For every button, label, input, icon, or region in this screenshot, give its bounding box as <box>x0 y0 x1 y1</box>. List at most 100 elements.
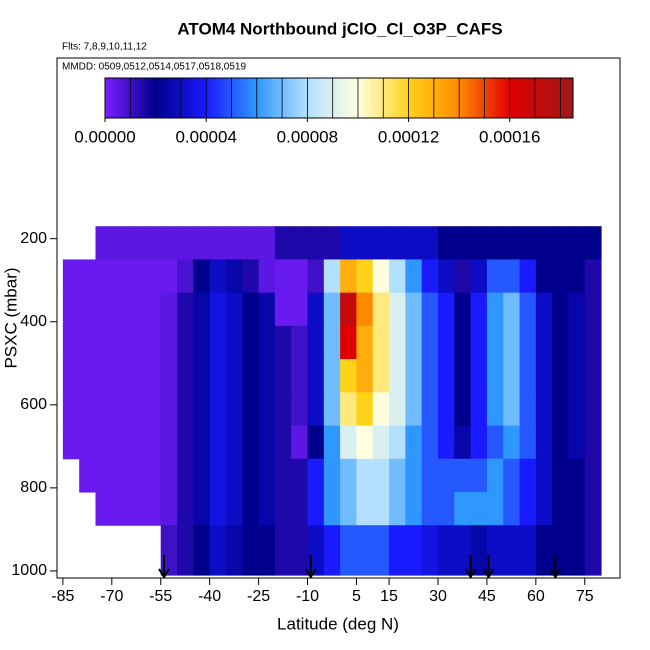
heatmap-cell <box>193 525 211 576</box>
heatmap-cell <box>535 492 553 526</box>
heatmap-cell <box>79 392 96 427</box>
heatmap-cell <box>111 359 129 393</box>
arrow <box>549 555 562 579</box>
heatmap-cell <box>454 392 472 427</box>
heatmap-cell <box>405 292 423 327</box>
heatmap-cell <box>519 425 537 460</box>
heatmap-cell <box>209 492 227 526</box>
heatmap-cell <box>258 325 276 360</box>
heatmap-cell <box>503 226 521 260</box>
heatmap-cell <box>225 492 243 526</box>
colorbar-tick-label: 0.00008 <box>277 127 338 146</box>
chart-subtitle: Flts: 7,8,9,10,11,12 <box>62 42 147 53</box>
heatmap-cell <box>111 292 129 327</box>
x-tick-label: -55 <box>149 588 172 605</box>
heatmap-cell <box>307 425 325 460</box>
heatmap-cell <box>372 359 390 393</box>
heatmap-cell <box>193 292 211 327</box>
heatmap-cell <box>503 425 521 460</box>
heatmap-cell <box>372 226 390 260</box>
heatmap-cell <box>193 425 211 460</box>
heatmap-cell <box>258 525 276 576</box>
heatmap-cell <box>421 292 439 327</box>
x-tick-label: 45 <box>478 588 496 605</box>
heatmap-cell <box>437 259 455 294</box>
heatmap-cell <box>274 292 292 327</box>
heatmap-cell <box>193 392 211 427</box>
heatmap-cell <box>274 525 292 576</box>
heatmap-cell <box>389 492 406 526</box>
heatmap-cell <box>552 292 569 327</box>
heatmap-cell <box>144 226 162 260</box>
heatmap-cell <box>209 458 227 493</box>
heatmap-cell <box>405 525 423 576</box>
heatmap-cell <box>62 392 80 427</box>
x-tick-label: -10 <box>296 588 319 605</box>
arrow <box>304 555 317 579</box>
heatmap-cell <box>372 458 390 493</box>
heatmap-cell <box>274 425 292 460</box>
heatmap-cell <box>584 259 602 294</box>
heatmap-cell <box>584 392 602 427</box>
colorbar-tick-label: 0.00004 <box>175 127 236 146</box>
heatmap-cell <box>405 458 423 493</box>
heatmap-cell <box>356 458 374 493</box>
heatmap-cell <box>144 492 162 526</box>
heatmap-cell <box>193 259 211 294</box>
heatmap-cell <box>535 359 553 393</box>
heatmap-cell <box>291 259 309 294</box>
heatmap-cell <box>421 392 439 427</box>
heatmap-cell <box>144 292 162 327</box>
colorbar-tick-label: 0.00012 <box>378 127 439 146</box>
arrow-head <box>158 568 170 579</box>
heatmap-cell <box>552 392 569 427</box>
y-tick-label: 200 <box>20 230 47 247</box>
x-tick-label: -85 <box>51 588 74 605</box>
heatmap-cell <box>486 226 504 260</box>
arrow-head <box>304 568 317 579</box>
arrow <box>464 555 477 579</box>
heatmap-cell <box>111 226 129 260</box>
x-tick-label: -70 <box>100 588 123 605</box>
arrow-head <box>464 568 477 579</box>
heatmap-cell <box>454 525 472 576</box>
heatmap-cell <box>503 292 521 327</box>
heatmap-cell <box>470 325 488 360</box>
heatmap-cell <box>470 259 488 294</box>
heatmap-cell <box>372 492 390 526</box>
heatmap-cell <box>225 359 243 393</box>
heatmap-cell <box>552 492 569 526</box>
heatmap-cell <box>437 292 455 327</box>
heatmap-cell <box>128 259 145 294</box>
heatmap-cell <box>95 492 113 526</box>
heatmap-cell <box>389 226 406 260</box>
heatmap-cell <box>519 259 537 294</box>
heatmap-cell <box>323 425 341 460</box>
heatmap-cell <box>111 425 129 460</box>
heatmap-cell <box>405 359 423 393</box>
heatmap-cell <box>95 425 113 460</box>
heatmap-cell <box>225 259 243 294</box>
heatmap-cell <box>95 325 113 360</box>
heatmap-cell <box>258 359 276 393</box>
heatmap-cell <box>584 525 602 576</box>
heatmap-cell <box>291 359 309 393</box>
heatmap-cell <box>291 458 309 493</box>
heatmap-cell <box>405 226 423 260</box>
heatmap-cell <box>291 325 309 360</box>
arrow-head <box>482 568 495 579</box>
heatmap-cell <box>356 259 374 294</box>
colorbar <box>104 77 574 119</box>
heatmap-cell <box>519 292 537 327</box>
heatmap-cell <box>209 359 227 393</box>
heatmap-cell <box>535 525 553 576</box>
heatmap-cell <box>437 359 455 393</box>
plot-frame <box>56 57 621 579</box>
heatmap-cell <box>519 525 537 576</box>
heatmap-cell <box>111 492 129 526</box>
heatmap-cell <box>437 392 455 427</box>
heatmap-cell <box>340 425 357 460</box>
y-tick-label: 1000 <box>11 562 47 579</box>
heatmap-cell <box>111 325 129 360</box>
